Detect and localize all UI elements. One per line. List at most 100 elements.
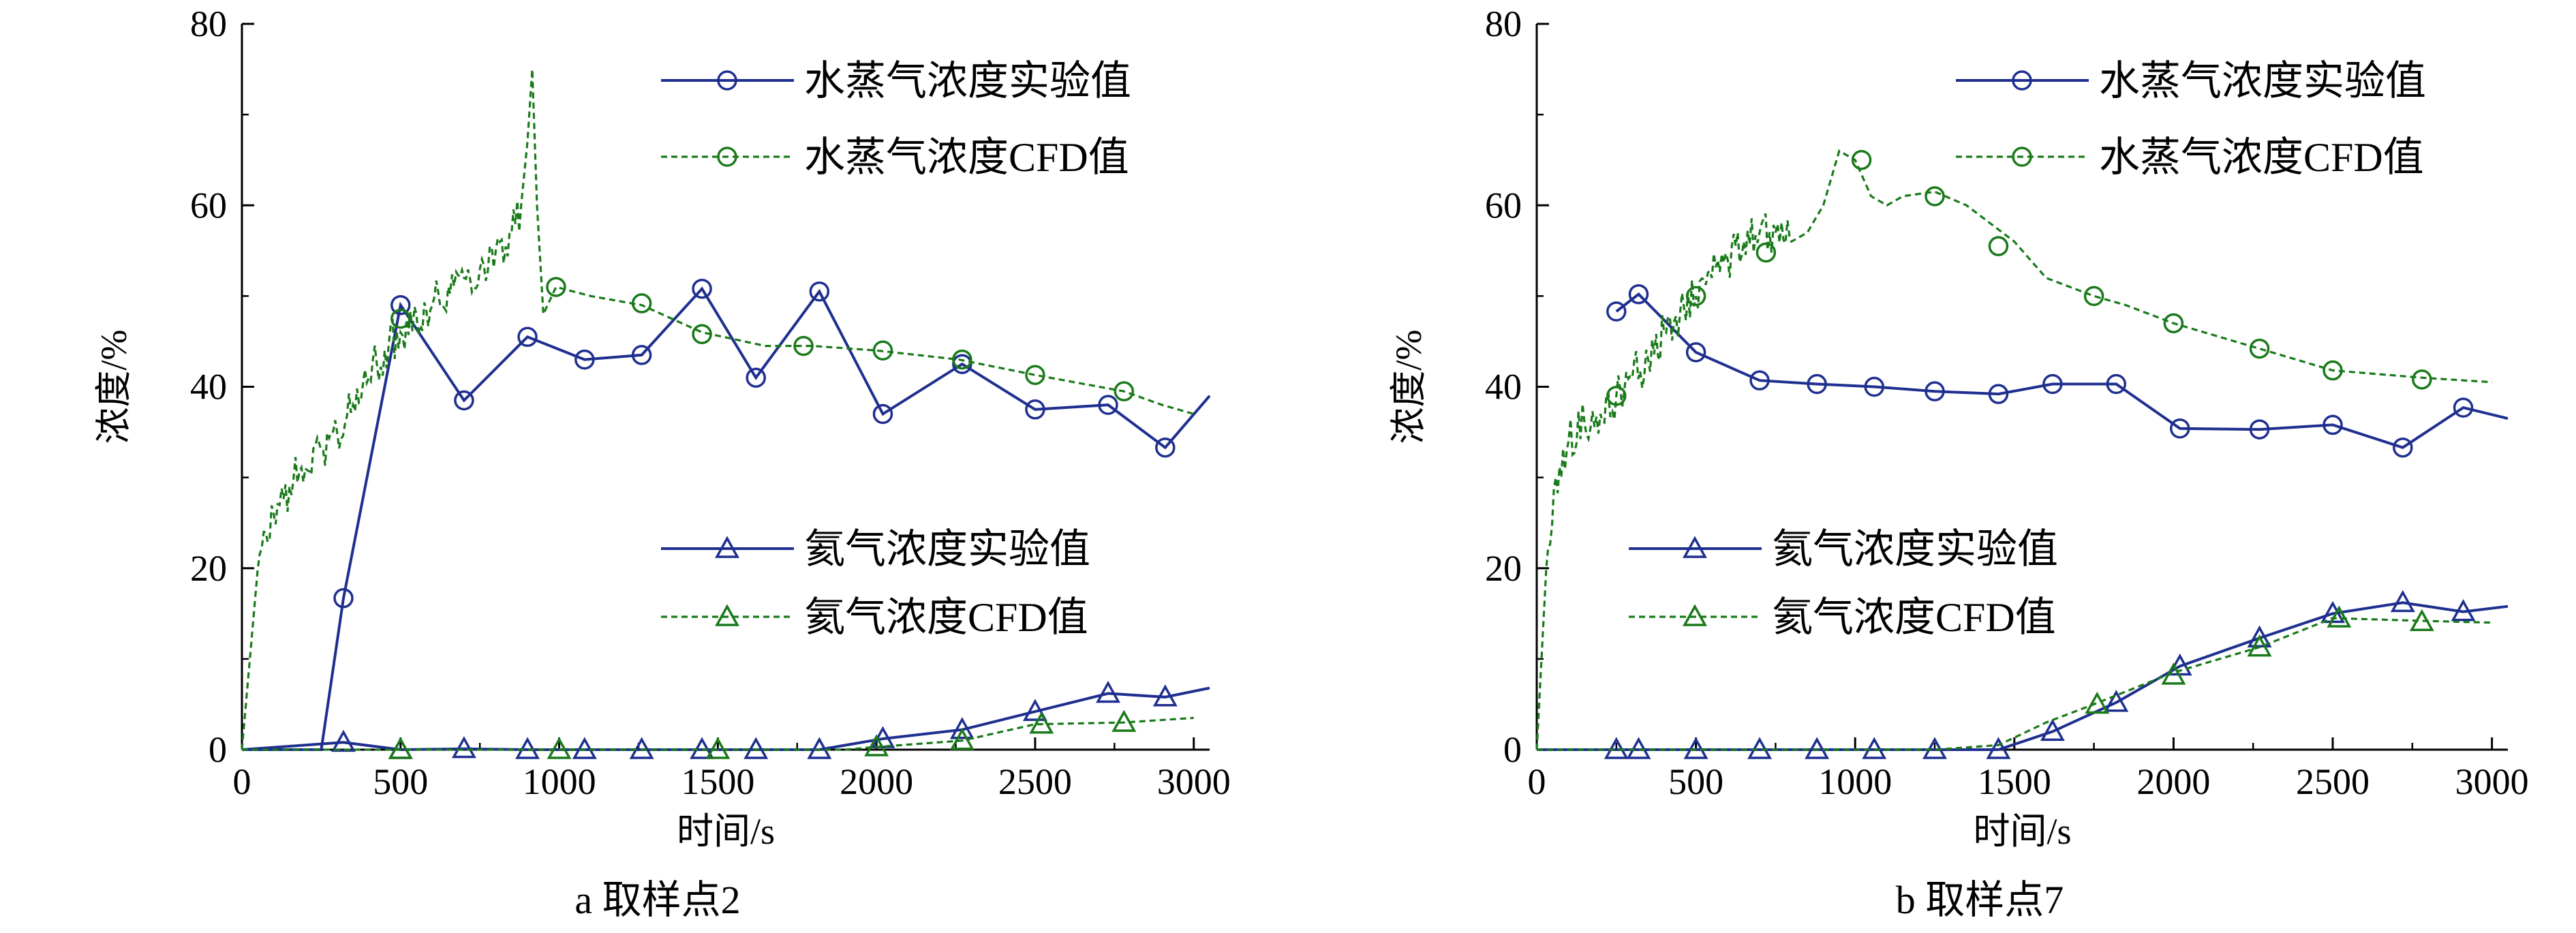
x-tick-label: 2000 xyxy=(840,761,913,802)
legend-swatch-marker xyxy=(2012,70,2032,91)
data-point xyxy=(1805,737,1830,759)
legend-label: 氦气浓度CFD值 xyxy=(1772,595,2056,640)
data-point xyxy=(1988,384,2009,404)
data-point xyxy=(2104,690,2129,712)
data-point xyxy=(1864,376,1884,397)
data-point xyxy=(692,324,712,345)
series-line xyxy=(1535,149,2492,750)
data-point xyxy=(1925,186,1945,207)
y-tick-label: 80 xyxy=(190,3,227,44)
legend-swatch-marker xyxy=(717,70,737,91)
legend-swatch-marker xyxy=(715,536,739,558)
data-point xyxy=(1606,386,1627,406)
x-tick-label: 2000 xyxy=(2136,761,2210,802)
x-tick-label: 3000 xyxy=(2455,761,2529,802)
data-point xyxy=(1111,709,1137,732)
legend-label: 水蒸气浓度实验值 xyxy=(2099,59,2426,104)
x-tick-label: 0 xyxy=(1528,761,1546,802)
x-axis-label: 时间/s xyxy=(677,811,775,852)
y-tick-label: 40 xyxy=(190,367,227,408)
data-point xyxy=(1098,395,1118,415)
x-tick-label: 0 xyxy=(233,761,251,802)
data-point xyxy=(1628,284,1649,305)
data-point xyxy=(2453,397,2474,418)
legend-label: 水蒸气浓度CFD值 xyxy=(2099,135,2424,180)
data-point xyxy=(2161,662,2186,685)
data-point xyxy=(2249,419,2270,440)
data-point xyxy=(631,345,652,365)
x-axis-label: 时间/s xyxy=(1973,811,2071,852)
data-point xyxy=(949,717,975,739)
panel-caption: a 取样点2 xyxy=(574,878,740,922)
y-tick-label: 60 xyxy=(1485,185,1522,226)
data-point xyxy=(2409,609,2434,632)
legend-swatch-marker xyxy=(715,604,739,626)
data-point xyxy=(2163,313,2184,334)
series-line xyxy=(241,686,1210,752)
data-point xyxy=(2322,414,2343,435)
data-point xyxy=(388,737,413,759)
data-point xyxy=(629,737,654,759)
data-point xyxy=(2412,369,2432,390)
y-tick-label: 0 xyxy=(1503,729,1522,770)
data-point xyxy=(546,277,566,297)
x-tick-label: 2500 xyxy=(2296,761,2370,802)
data-point xyxy=(705,737,731,759)
x-tick-label: 1500 xyxy=(1978,761,2051,802)
data-point xyxy=(872,403,893,425)
data-point xyxy=(2040,718,2065,741)
data-point xyxy=(2390,590,2415,613)
panel-a: 0 20 40 60 80 0 500 1000 1500 2000 2500 3000 时间/s 浓度/… xyxy=(93,3,1231,922)
data-point xyxy=(631,293,652,313)
data-point xyxy=(2451,599,2476,622)
data-point xyxy=(793,335,814,356)
y-tick-label: 40 xyxy=(1485,367,1522,408)
y-tick-label: 20 xyxy=(1485,548,1522,589)
data-point xyxy=(949,728,975,750)
panel-caption: b 取样点7 xyxy=(1896,878,2064,922)
data-point xyxy=(1606,301,1627,322)
data-point xyxy=(333,587,354,609)
data-point xyxy=(872,340,893,361)
panel-b: 0 20 40 60 80 0 500 1000 1500 2000 2500 3000 时间/s 浓度/… xyxy=(1388,3,2529,922)
data-point xyxy=(1096,680,1120,703)
data-point xyxy=(1685,342,1706,363)
data-point xyxy=(1025,399,1045,420)
data-point xyxy=(1986,737,2011,759)
data-point xyxy=(1685,286,1706,307)
y-tick-label: 80 xyxy=(1485,3,1522,44)
data-point xyxy=(2083,286,2104,307)
x-tick-label: 1000 xyxy=(523,761,596,802)
data-point xyxy=(807,737,832,759)
data-point xyxy=(1755,242,1777,263)
data-point xyxy=(809,281,830,302)
y-axis-label: 浓度/% xyxy=(1388,330,1429,444)
data-point xyxy=(1851,149,1872,170)
data-point xyxy=(2170,418,2190,439)
legend-label: 氦气浓度CFD值 xyxy=(804,595,1088,640)
data-point xyxy=(2106,373,2127,395)
data-point xyxy=(2249,338,2270,359)
legend-label: 水蒸气浓度CFD值 xyxy=(804,135,1129,180)
legend-label: 水蒸气浓度实验值 xyxy=(804,59,1131,104)
y-tick-label: 20 xyxy=(190,548,227,589)
data-point xyxy=(390,308,411,329)
data-point xyxy=(1025,365,1045,385)
x-tick-label: 1000 xyxy=(1818,761,1892,802)
data-point xyxy=(2085,691,2110,714)
x-tick-label: 2500 xyxy=(998,761,1072,802)
data-point xyxy=(547,737,572,759)
x-tick-label: 500 xyxy=(1668,761,1723,802)
series-line xyxy=(1537,601,2509,751)
data-point xyxy=(1155,437,1176,458)
data-point xyxy=(2247,634,2272,657)
legend-label: 氦气浓度实验值 xyxy=(804,527,1090,572)
data-point xyxy=(864,734,889,756)
legend-label: 氦气浓度实验值 xyxy=(1772,527,2058,572)
legend-swatch-marker xyxy=(717,147,737,167)
x-tick-label: 500 xyxy=(373,761,428,802)
data-point xyxy=(1749,370,1770,391)
data-point xyxy=(2327,605,2352,628)
data-point xyxy=(1114,381,1135,401)
